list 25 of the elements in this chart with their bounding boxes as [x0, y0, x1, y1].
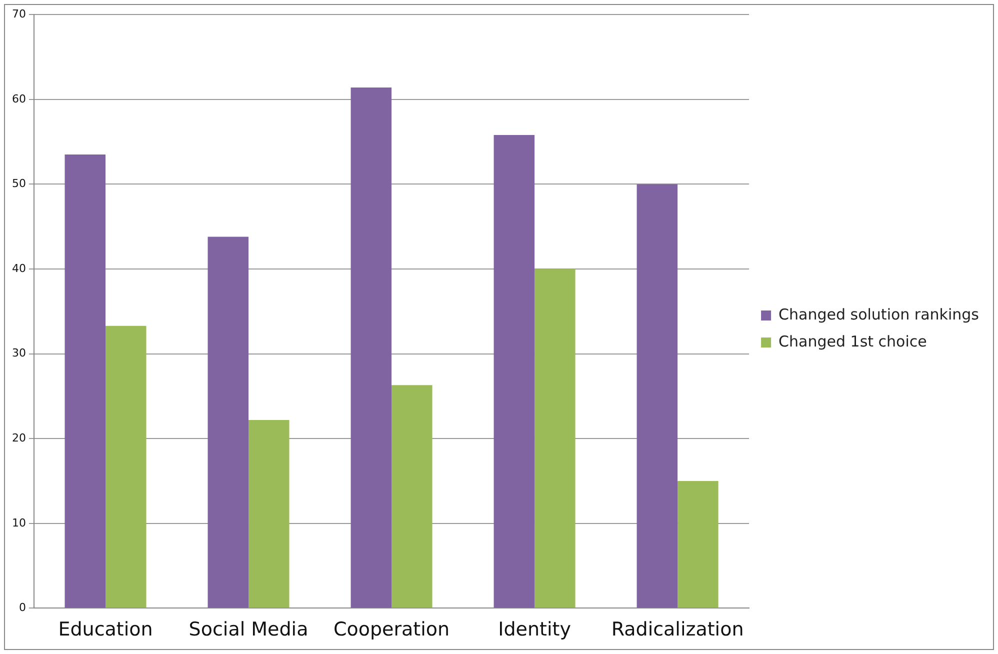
y-tick-label: 40	[12, 262, 26, 275]
bar	[350, 88, 392, 608]
bar	[208, 236, 249, 608]
bar	[64, 154, 106, 608]
bar	[248, 420, 290, 608]
y-tick-label: 70	[12, 7, 26, 20]
legend-label: Changed solution rankings	[778, 305, 980, 324]
bar	[494, 135, 535, 608]
x-tick-label: Social Media	[188, 618, 308, 641]
y-tick-label: 60	[12, 92, 26, 106]
x-tick-label: Identity	[498, 618, 571, 641]
x-tick-label: Cooperation	[333, 618, 450, 641]
y-tick-label: 20	[12, 431, 26, 444]
y-tick-label: 0	[18, 601, 26, 614]
bar	[392, 385, 432, 608]
bar	[106, 326, 146, 608]
bar	[534, 269, 576, 608]
y-tick-label: 50	[12, 177, 26, 190]
x-tick-label: Radicalization	[611, 618, 744, 641]
y-tick-label: 30	[12, 346, 26, 360]
x-tick-label: Education	[58, 618, 153, 641]
bar	[678, 481, 718, 608]
legend-label: Changed 1st choice	[778, 332, 927, 350]
bar	[636, 184, 678, 608]
y-tick-label: 10	[12, 516, 26, 530]
